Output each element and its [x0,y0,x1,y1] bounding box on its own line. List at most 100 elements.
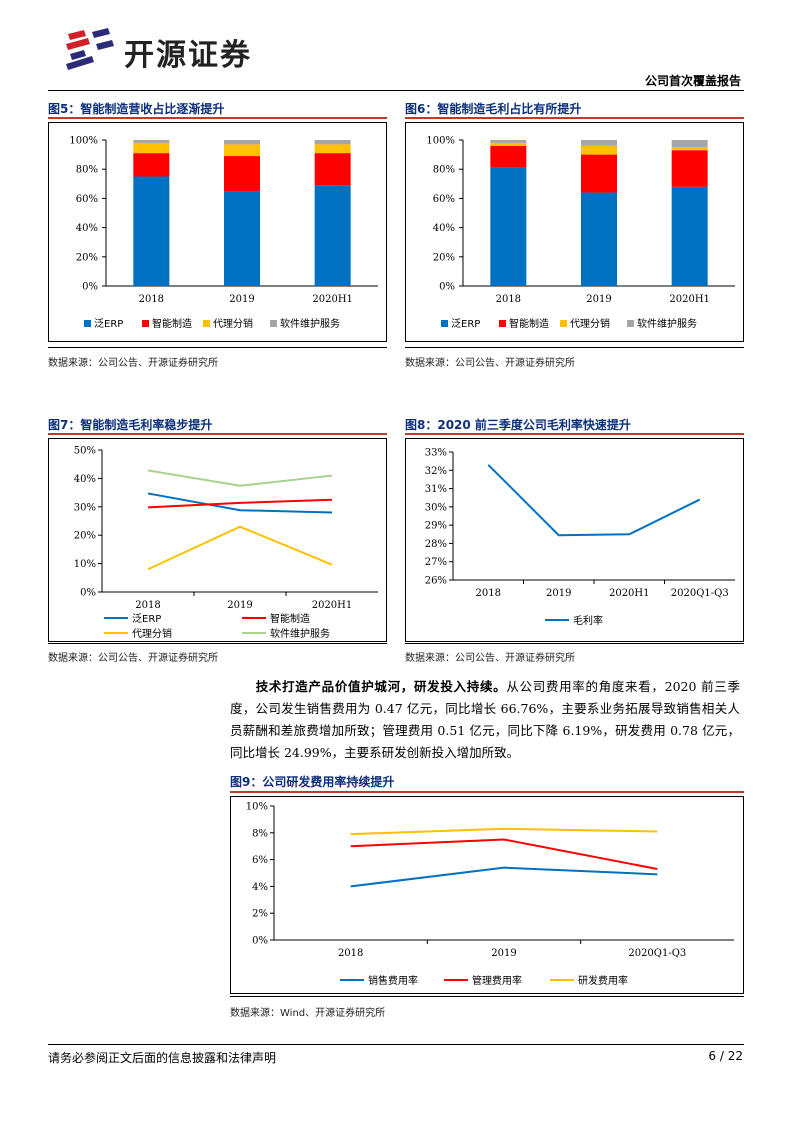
bar-segment [314,153,351,186]
bar-segment [224,144,260,157]
x-tick-label: 2019 [586,294,611,305]
chart-frame [405,438,744,642]
bar-segment [224,156,260,192]
bar-segment [133,176,170,286]
series-line [350,838,658,870]
x-tick-label: 2020Q1-Q3 [671,588,729,599]
y-tick-label: 2% [252,909,268,920]
y-tick-label: 60% [433,194,455,205]
bar-segment [133,153,170,177]
fig6-title-rule [405,117,744,119]
y-tick-label: 20% [433,252,455,263]
legend-label: 代理分销 [213,317,253,330]
paragraph-body: 从公司费用率的角度来看，2020 前三季度，公司发生销售费用为 0.47 亿元，… [230,679,740,760]
y-tick-label: 20% [74,531,96,542]
x-tick-label: 2019 [546,588,571,599]
logo-mark-icon [66,28,114,70]
legend-label: 代理分销 [132,627,172,640]
x-tick-label: 2020H1 [669,294,710,305]
fig8-chart: 26% 27% 28% 29% 30% 31% 32% 33% 2018 2019 2020H1 20… [405,438,744,642]
page-number: 6 / 22 [708,1049,743,1063]
bar-segment [671,147,708,151]
y-tick-label: 40% [76,223,98,234]
series-line [147,525,333,571]
fig6-title: 图6：智能制造毛利占比有所提升 [405,102,582,116]
legend-label: 泛ERP [132,613,161,625]
fig7-title-rule [48,433,387,435]
y-tick-label: 32% [425,466,447,477]
y-tick-label: 30% [425,502,447,513]
x-tick-label: 2020Q1-Q3 [628,948,686,959]
legend-label: 管理费用率 [472,974,522,987]
y-tick-label: 0% [82,282,98,293]
legend-label: 软件维护服务 [280,317,340,330]
bar-segment [224,140,260,145]
legend-label: 销售费用率 [368,974,418,987]
y-tick-label: 8% [252,828,268,839]
y-tick-label: 27% [425,557,447,568]
bar-segment [314,185,351,286]
y-tick-label: 100% [69,136,98,147]
y-tick-label: 20% [76,252,98,263]
legend-label: 代理分销 [570,317,610,330]
y-tick-label: 60% [76,194,98,205]
legend-label: 软件维护服务 [270,627,330,640]
footer-disclaimer: 请务必参阅正文后面的信息披露和法律声明 [48,1051,277,1065]
y-tick-label: 100% [426,136,455,147]
legend-label: 泛ERP [451,318,480,330]
fig9-chart: 0% 2% 4% 6% 8% 10% 2018 2019 2020Q1-Q3 销售费用率 管理费用率… [230,796,744,994]
bar-segment [490,167,527,286]
legend-label: 软件维护服务 [637,317,697,330]
x-tick-label: 2020H1 [312,294,353,305]
series-line [147,492,333,514]
y-tick-label: 50% [74,446,96,457]
x-tick-label: 2018 [338,948,363,959]
x-tick-label: 2018 [476,588,501,599]
chart-frame [230,796,744,994]
fig9-source-rule [230,996,744,997]
chart-frame [405,122,744,342]
legend-label: 智能制造 [270,612,310,625]
series-line [350,827,658,836]
bar-segment [490,145,527,168]
y-tick-label: 28% [425,539,447,550]
chart-frame [48,122,387,342]
bar-segment [581,145,617,155]
y-tick-label: 80% [433,165,455,176]
x-tick-label: 2019 [491,948,516,959]
legend-label: 泛ERP [94,318,123,330]
legend-label: 毛利率 [573,614,603,627]
fig6-source-rule [405,347,744,348]
fig6-chart: 0% 20% 40% 60% 80% 100% 2018 2019 2020H1 泛ERP 智能制造… [405,122,744,342]
bar-segment [581,192,617,286]
y-tick-label: 80% [76,165,98,176]
x-tick-label: 2019 [229,294,254,305]
legend-swatch [203,320,210,327]
bar-segment [671,150,708,187]
y-tick-label: 4% [252,882,268,893]
bar-segment [490,142,527,146]
bar-segment [314,140,351,145]
y-tick-label: 0% [252,936,268,947]
fig7-title: 图7：智能制造毛利率稳步提升 [48,418,213,432]
fig9-title: 图9：公司研发费用率持续提升 [230,775,395,789]
y-tick-label: 0% [439,282,455,293]
series-line [487,464,701,537]
legend-label: 智能制造 [152,317,192,330]
legend-label: 智能制造 [509,317,549,330]
y-tick-label: 30% [74,502,96,513]
fig5-chart: 0% 20% 40% 60% 80% 100% 2018 2019 2020H1 泛ERP 智能制造… [48,122,387,342]
paragraph-lead: 技术打造产品价值护城河，研发投入持续。 [255,679,507,694]
fig9-source: 数据来源：Wind、开源证券研究所 [230,1008,386,1019]
legend-swatch [270,320,277,327]
bar-segment [133,140,170,143]
fig7-source: 数据来源：公司公告、开源证券研究所 [48,653,218,664]
report-type: 公司首次覆盖报告 [644,74,741,88]
logo: 开源证券 [62,28,292,73]
y-tick-label: 0% [80,588,96,599]
logo-text: 开源证券 [124,38,252,73]
y-tick-label: 10% [74,559,96,570]
y-tick-label: 6% [252,855,268,866]
legend-swatch [84,320,91,327]
bar-segment [671,186,708,286]
